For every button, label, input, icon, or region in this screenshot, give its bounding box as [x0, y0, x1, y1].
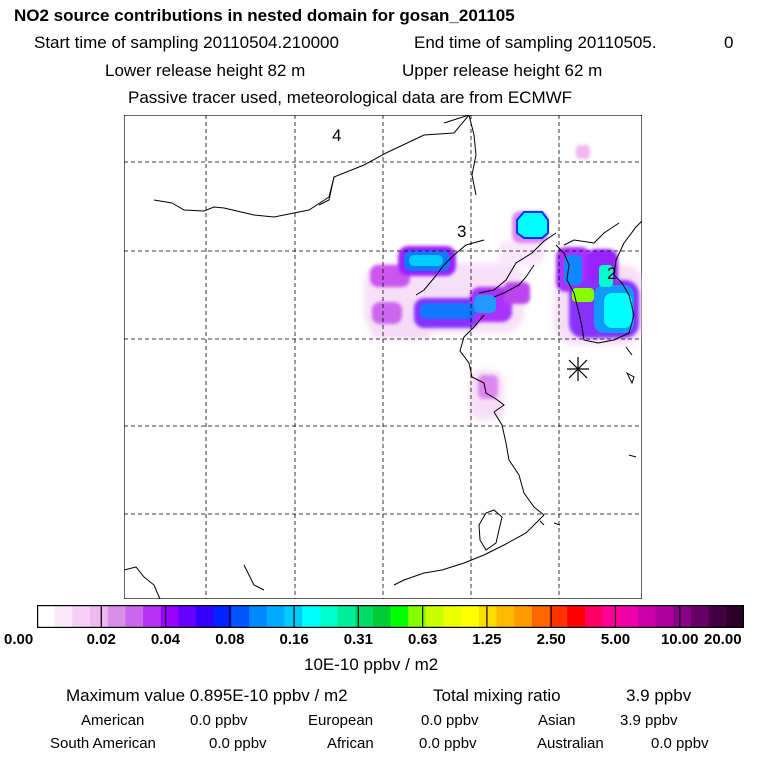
colorbar-swatch — [266, 605, 285, 628]
colorbar-tick-label: 1.25 — [472, 631, 502, 648]
upper-release-height: Upper release height 62 m — [402, 61, 603, 80]
colorbar-swatch — [425, 605, 445, 628]
coastlines — [124, 115, 642, 599]
australian-label: Australian — [537, 735, 604, 752]
total-mixing-ratio-value: 3.9 ppbv — [626, 686, 692, 705]
colorbar-tick-label: 5.00 — [600, 631, 631, 648]
colorbar-swatch — [514, 605, 533, 628]
african-value: 0.0 ppbv — [419, 735, 477, 752]
colorbar-swatch — [231, 605, 250, 628]
colorbar-swatch — [496, 605, 515, 628]
colorbar-swatch — [90, 605, 109, 628]
colorbar-tick-label: 0.00 — [4, 631, 34, 648]
colorbar-tick-label: 0.08 — [215, 631, 245, 648]
plume-core — [420, 303, 475, 319]
release-heights: Lower release height 82 m Upper release … — [105, 61, 602, 81]
colorbar-swatch — [213, 605, 232, 628]
colorbar-swatch — [107, 605, 126, 628]
map-panel: 4 3 2 — [124, 115, 642, 599]
colorbar-swatch — [726, 605, 744, 628]
european-value: 0.0 ppbv — [421, 712, 479, 729]
region-label-2: 2 — [607, 264, 616, 283]
colorbar-swatch — [478, 605, 498, 628]
colorbar-swatch — [673, 605, 692, 628]
colorbar-swatch — [567, 605, 586, 628]
colorbar-tick-label: 0.04 — [150, 631, 181, 648]
receptor-star-marker — [567, 357, 589, 381]
colorbar-tick-label: 0.16 — [279, 631, 309, 648]
colorbar-swatch — [531, 605, 551, 628]
south-american-value: 0.0 ppbv — [209, 735, 267, 752]
colorbar-swatch — [355, 605, 374, 628]
colorbar — [37, 605, 744, 628]
colorbar-swatch — [390, 605, 409, 628]
colorbar-tick-label: 2.50 — [536, 631, 566, 648]
colorbar-swatch — [196, 605, 215, 628]
colorbar-swatch — [461, 605, 480, 628]
colorbar-swatch — [249, 605, 268, 628]
colorbar-swatch — [708, 605, 727, 628]
grid-lines — [124, 115, 642, 599]
tracer-note: Passive tracer used, meteorological data… — [128, 88, 573, 107]
colorbar-swatch — [125, 605, 144, 628]
colorbar-swatch — [54, 605, 73, 628]
colorbar-tick-label: 10.00 — [660, 631, 699, 648]
plume-peak — [572, 288, 594, 302]
colorbar-swatch — [160, 605, 179, 628]
max-value-row: Maximum value 0.895E-10 ppbv / m2 Total … — [66, 686, 691, 706]
colorbar-swatch — [690, 605, 710, 628]
colorbar-swatch — [443, 605, 462, 628]
colorbar-swatch — [372, 605, 391, 628]
region-label-3: 3 — [457, 222, 466, 241]
colorbar-swatch — [302, 605, 321, 628]
american-value: 0.0 ppbv — [190, 712, 248, 729]
colorbar-swatch — [408, 605, 427, 628]
total-mixing-ratio-label: Total mixing ratio — [433, 686, 561, 705]
colorbar-swatch — [637, 605, 657, 628]
start-time: Start time of sampling 20110504.210000 — [34, 33, 339, 52]
african-label: African — [327, 735, 374, 752]
colorbar-tick-label: 20.00 — [704, 631, 742, 648]
australian-value: 0.0 ppbv — [651, 735, 709, 752]
colorbar-tick-label: 0.02 — [86, 631, 116, 648]
plume-peak — [604, 293, 632, 328]
end-time: End time of sampling 20110505. — [414, 33, 657, 52]
colorbar-swatch — [549, 605, 568, 628]
colorbar-swatch — [37, 605, 56, 628]
region-label-4: 4 — [332, 126, 341, 145]
plume-peak — [516, 211, 549, 239]
colorbar-swatch — [72, 605, 91, 628]
colorbar-swatch — [602, 605, 621, 628]
colorbar-border — [37, 605, 744, 628]
european-label: European — [308, 712, 374, 729]
colorbar-swatch — [178, 605, 197, 628]
asian-label: Asian — [538, 712, 576, 729]
american-label: American — [81, 712, 145, 729]
plume-peak — [409, 255, 443, 266]
colorbar-swatch — [337, 605, 356, 628]
colorbar-swatch — [620, 605, 639, 628]
colorbar-swatch — [143, 605, 162, 628]
colorbar-swatch — [584, 605, 604, 628]
plume-core — [474, 295, 496, 313]
plume-peak — [599, 265, 613, 287]
plot-title: NO2 source contributions in nested domai… — [14, 6, 515, 25]
colorbar-units: 10E-10 ppbv / m2 — [304, 655, 439, 674]
max-value: Maximum value 0.895E-10 ppbv / m2 — [66, 686, 348, 705]
colorbar-tick-label: 0.63 — [408, 631, 438, 648]
colorbar-swatch — [655, 605, 674, 628]
lower-release-height: Lower release height 82 m — [105, 61, 306, 80]
colorbar-swatch — [319, 605, 338, 628]
asian-value: 3.9 ppbv — [620, 712, 678, 729]
end-hour: 0 — [724, 33, 734, 52]
south-american-label: South American — [50, 735, 156, 752]
sampling-times: Start time of sampling 20110504.210000 E… — [34, 33, 733, 53]
colorbar-tick-label: 0.31 — [343, 631, 373, 648]
